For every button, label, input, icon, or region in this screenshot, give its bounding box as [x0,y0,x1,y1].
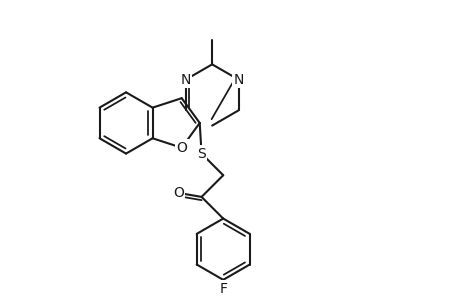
Text: S: S [197,147,206,160]
Text: O: O [176,141,187,155]
Text: N: N [233,73,243,87]
Text: N: N [180,73,190,87]
Text: F: F [219,282,227,296]
Text: O: O [173,186,183,200]
